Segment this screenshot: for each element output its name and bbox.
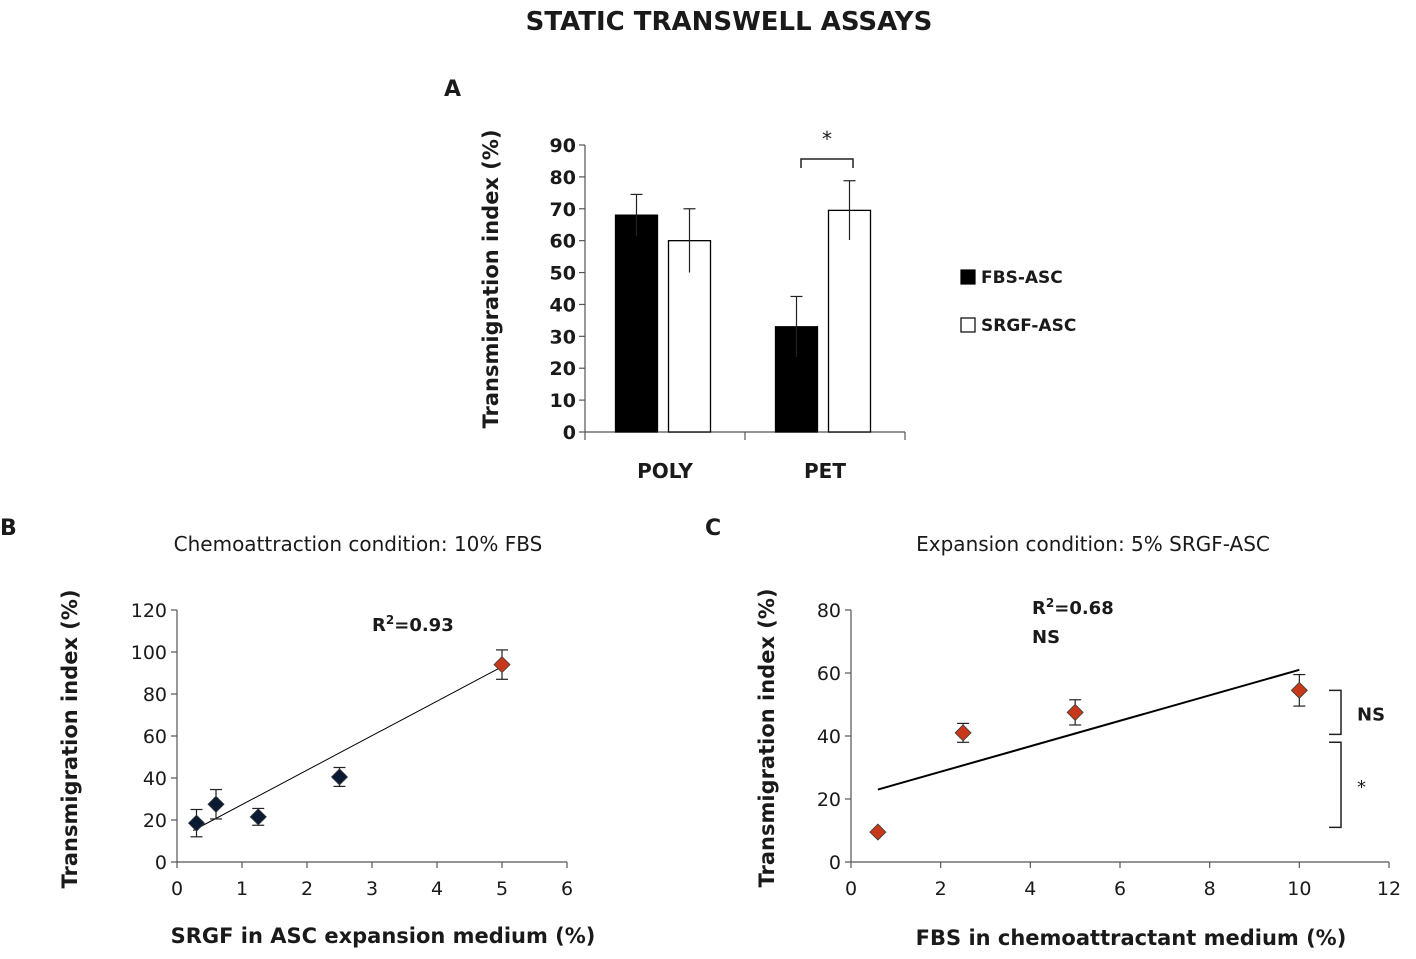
panel-c-xtick-label: 6 xyxy=(1114,878,1126,900)
bar-srgf-asc-poly xyxy=(667,240,712,433)
panel-a-ytick-label: 0 xyxy=(563,422,576,444)
panel-c-bracket-star xyxy=(1329,741,1342,829)
figure-title: STATIC TRANSWELL ASSAYS xyxy=(526,7,933,37)
panel-b-xtick-label: 3 xyxy=(366,878,378,900)
panel-a-ytick-label: 60 xyxy=(550,231,576,253)
panel-b-ylabel: Transmigration index (%) xyxy=(58,589,82,888)
panel-b-ytick-label: 80 xyxy=(143,684,167,706)
panel-c-data-point xyxy=(1066,703,1084,721)
panel-b-ytick-label: 100 xyxy=(131,642,167,664)
panel-a-ytick-label: 70 xyxy=(550,199,576,221)
panel-a-category-pet: PET xyxy=(804,459,846,483)
panel-a-ytick-label: 40 xyxy=(550,294,576,316)
panel-b-xlabel: SRGF in ASC expansion medium (%) xyxy=(171,924,596,948)
panel-c-data-point xyxy=(954,724,972,742)
panel-a-bars xyxy=(614,180,872,433)
panel-b-letter: B xyxy=(0,516,17,541)
panel-a-category-poly: POLY xyxy=(637,459,693,483)
panel-c-data-point xyxy=(1290,681,1308,699)
panel-b-r2-sup: 2 xyxy=(386,613,394,627)
panel-a-letter: A xyxy=(444,77,461,102)
legend-label-srgf-asc: SRGF-ASC xyxy=(981,316,1076,336)
panel-a-ytick-label: 30 xyxy=(550,326,576,348)
panel-c-letter: C xyxy=(705,516,721,541)
panel-c-r2-sup: 2 xyxy=(1046,596,1054,610)
panel-c-bracket-ns xyxy=(1329,689,1342,736)
panel-c-brackets: NS * xyxy=(1329,689,1385,829)
panel-c-title: Expansion condition: 5% SRGF-ASC xyxy=(916,532,1270,556)
panel-a-significance-bracket xyxy=(800,158,854,168)
bar-srgf-asc-pet xyxy=(827,209,872,433)
panel-c-ytick-label: 40 xyxy=(817,726,841,748)
panel-b-trendline xyxy=(193,666,503,831)
legend-swatch-fbs-asc xyxy=(960,269,976,285)
panel-b-data-point xyxy=(493,656,511,674)
panel-b-ytick-label: 40 xyxy=(143,768,167,790)
panel-b-data-point xyxy=(207,795,225,813)
panel-c-xtick-label: 8 xyxy=(1204,878,1216,900)
panel-b-points xyxy=(187,649,511,838)
legend-label-fbs-asc: FBS-ASC xyxy=(981,268,1063,288)
panel-c-ytick-label: 0 xyxy=(829,852,841,874)
panel-c-points xyxy=(869,668,1308,841)
panel-b-ytick-label: 60 xyxy=(143,726,167,748)
panel-b-data-point xyxy=(330,768,349,786)
panel-c-bracket-label-ns: NS xyxy=(1357,704,1385,725)
panel-c-ytick-label: 20 xyxy=(817,789,841,811)
panel-b-xtick-label: 0 xyxy=(171,878,183,900)
panel-b-ytick-label: 0 xyxy=(155,852,167,874)
panel-c-ticks: 0 20 40 60 80 0 2 4 6 8 10 12 xyxy=(817,600,1401,900)
panel-a-ylabel: Transmigration index (%) xyxy=(479,129,503,428)
panel-a-significance-label: * xyxy=(822,127,832,151)
panel-b-title: Chemoattraction condition: 10% FBS xyxy=(174,532,543,556)
panel-a-ytick-label: 10 xyxy=(550,390,576,412)
panel-b-data-point xyxy=(249,808,267,826)
panel-c-xtick-label: 2 xyxy=(935,878,947,900)
panel-b-xtick-label: 5 xyxy=(496,878,508,900)
panel-a-ytick-label: 90 xyxy=(550,135,576,157)
panel-b-r2-value: =0.93 xyxy=(394,615,454,636)
panel-c-xtick-label: 12 xyxy=(1377,878,1401,900)
panel-b-ytick-label: 120 xyxy=(131,600,167,622)
panel-b-ytick-label: 20 xyxy=(143,810,167,832)
panel-b: B Chemoattraction condition: 10% FBS Tra… xyxy=(0,516,595,948)
bar-fbs-asc-poly xyxy=(614,214,659,433)
panel-b-xtick-label: 6 xyxy=(561,878,573,900)
panel-b-ticks: 0 20 40 60 80 100 120 0 1 2 3 4 5 6 xyxy=(131,600,573,900)
panel-c: C Expansion condition: 5% SRGF-ASC Trans… xyxy=(705,516,1401,950)
panel-c-xtick-label: 4 xyxy=(1024,878,1036,900)
panel-a: A Transmigration index (%) 0 10 20 30 40 50 60… xyxy=(444,77,1076,483)
panel-b-xtick-label: 1 xyxy=(236,878,248,900)
panel-a-yticks: 0 10 20 30 40 50 60 70 80 90 xyxy=(550,135,585,444)
panel-c-trendline xyxy=(877,668,1300,791)
panel-c-r2-prefix: R xyxy=(1032,598,1046,619)
panel-c-xlabel: FBS in chemoattractant medium (%) xyxy=(916,926,1347,950)
panel-c-bracket-label-star: * xyxy=(1357,777,1366,798)
panel-c-xtick-label: 10 xyxy=(1287,878,1311,900)
panel-a-ytick-label: 50 xyxy=(550,263,576,285)
panel-b-r2-annotation: R2=0.93 xyxy=(372,613,454,636)
panel-b-r2-prefix: R xyxy=(372,615,386,636)
panel-c-r2-value: =0.68 xyxy=(1054,598,1114,619)
panel-c-r2-annotation: R2=0.68 xyxy=(1032,596,1114,619)
panel-c-ylabel: Transmigration index (%) xyxy=(755,588,779,887)
panel-c-ytick-label: 80 xyxy=(817,600,841,622)
panel-c-ns-annotation: NS xyxy=(1032,627,1060,648)
panel-b-xtick-label: 4 xyxy=(431,878,443,900)
panel-a-ytick-label: 80 xyxy=(550,167,576,189)
panel-b-data-point xyxy=(187,814,206,832)
panel-c-ytick-label: 60 xyxy=(817,663,841,685)
panel-c-xtick-label: 0 xyxy=(845,878,857,900)
panel-b-xtick-label: 2 xyxy=(301,878,313,900)
legend-swatch-srgf-asc xyxy=(960,317,976,333)
panel-c-data-point xyxy=(869,823,887,841)
panel-a-ytick-label: 20 xyxy=(550,358,576,380)
